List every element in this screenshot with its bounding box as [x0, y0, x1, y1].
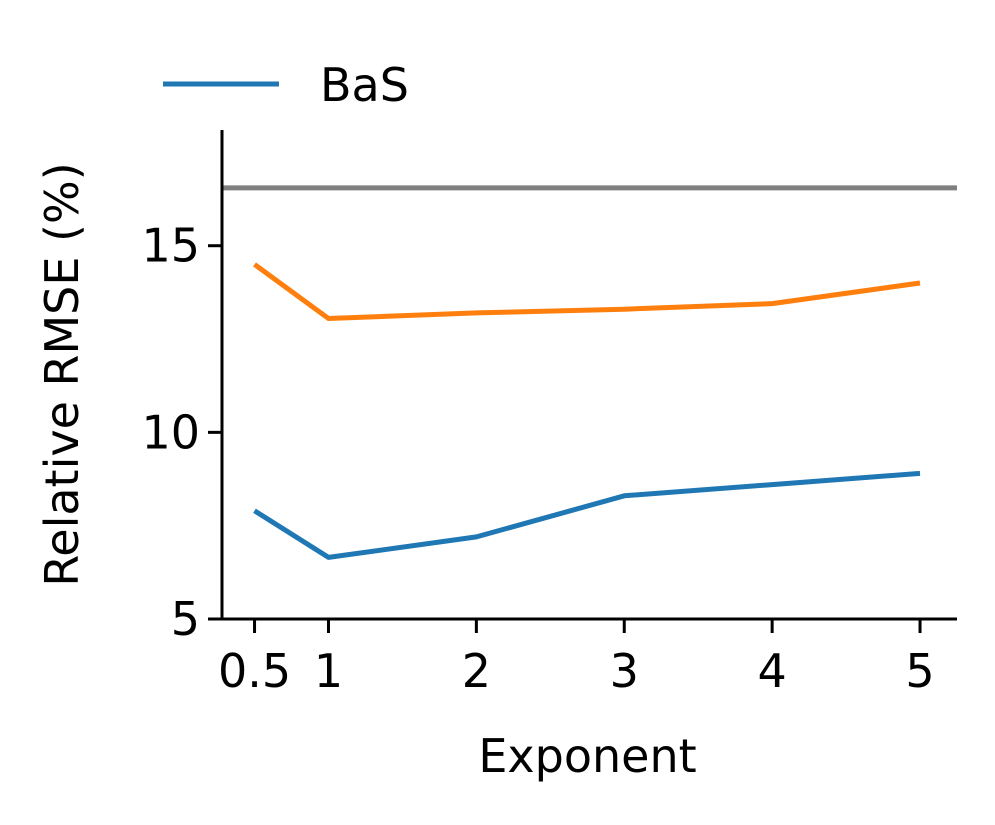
series-line-0	[253, 470, 921, 560]
legend-label: BaS	[320, 58, 409, 112]
x-tick-label: 5	[905, 644, 934, 698]
legend: BaS	[163, 58, 409, 112]
x-axis-ticks: 0.5 1 2 3 4 5	[218, 619, 935, 698]
y-axis-label: Relative RMSE (%)	[35, 162, 89, 586]
x-tick-label: 4	[758, 644, 787, 698]
x-axis-label: Exponent	[478, 729, 696, 783]
y-axis-ticks: 5 10 15	[141, 219, 222, 646]
series-line-1	[253, 262, 921, 321]
y-tick-label: 5	[171, 592, 200, 646]
x-tick-label: 1	[314, 644, 343, 698]
series-lines	[253, 262, 921, 560]
y-tick-label: 10	[141, 405, 200, 459]
x-tick-label: 2	[462, 644, 491, 698]
y-tick-label: 15	[141, 219, 200, 273]
x-tick-label: 3	[610, 644, 639, 698]
x-tick-label: 0.5	[218, 644, 291, 698]
